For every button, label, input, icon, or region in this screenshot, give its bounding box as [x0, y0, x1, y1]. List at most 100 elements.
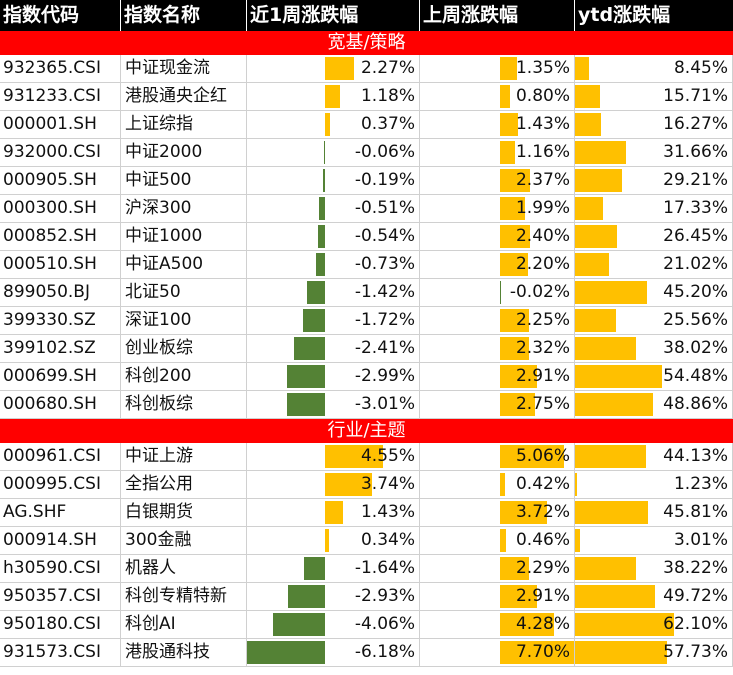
- week-change-cell: -0.19%: [247, 167, 420, 195]
- table-row[interactable]: 899050.BJ 北证50 -1.42% -0.02% 45.20%: [0, 279, 733, 307]
- data-bar: [500, 309, 529, 332]
- index-name-cell: 创业板综: [121, 335, 247, 363]
- section-title: 行业/主题: [0, 419, 733, 443]
- last-week-change-cell: 2.40%: [420, 223, 575, 251]
- ytd-change-cell: 26.45%: [575, 223, 733, 251]
- table-row[interactable]: 932000.CSI 中证2000 -0.06% 1.16% 31.66%: [0, 139, 733, 167]
- data-bar: [575, 529, 580, 552]
- ytd-change-cell: 8.45%: [575, 55, 733, 83]
- table-row[interactable]: 000905.SH 中证500 -0.19% 2.37% 29.21%: [0, 167, 733, 195]
- data-bar: [575, 141, 626, 164]
- ytd-change-cell: 48.86%: [575, 391, 733, 419]
- change-value: -0.02%: [509, 282, 570, 302]
- header-ytd-change[interactable]: ytd涨跌幅: [575, 0, 733, 31]
- change-value: 0.37%: [360, 114, 415, 134]
- last-week-change-cell: 3.72%: [420, 499, 575, 527]
- data-bar: [500, 445, 565, 468]
- week-change-cell: -2.41%: [247, 335, 420, 363]
- last-week-change-cell: 2.91%: [420, 583, 575, 611]
- change-value: 38.22%: [663, 558, 728, 578]
- table-row[interactable]: 931233.CSI 港股通央企红 1.18% 0.80% 15.71%: [0, 83, 733, 111]
- last-week-change-cell: 2.29%: [420, 555, 575, 583]
- change-value: -2.93%: [354, 586, 415, 606]
- change-value: -2.41%: [354, 338, 415, 358]
- table-row[interactable]: 000699.SH 科创200 -2.99% 2.91% 54.48%: [0, 363, 733, 391]
- index-code-cell: 950180.CSI: [0, 611, 121, 639]
- table-row[interactable]: 000001.SH 上证综指 0.37% 1.43% 16.27%: [0, 111, 733, 139]
- index-name-cell: 港股通央企红: [121, 83, 247, 111]
- table-row[interactable]: 000961.CSI 中证上游 4.55% 5.06% 44.13%: [0, 443, 733, 471]
- data-bar: [575, 337, 636, 360]
- index-name-cell: 科创AI: [121, 611, 247, 639]
- index-code-cell: 899050.BJ: [0, 279, 121, 307]
- change-value: 31.66%: [663, 142, 728, 162]
- data-bar: [500, 473, 506, 496]
- ytd-change-cell: 45.81%: [575, 499, 733, 527]
- data-bar: [575, 501, 649, 524]
- week-change-cell: -3.01%: [247, 391, 420, 419]
- change-value: 1.16%: [515, 142, 570, 162]
- index-code-cell: 000914.SH: [0, 527, 121, 555]
- change-value: 3.72%: [515, 502, 570, 522]
- data-bar: [575, 197, 603, 220]
- data-bar: [575, 113, 602, 136]
- header-code[interactable]: 指数代码: [0, 0, 121, 31]
- data-bar: [575, 365, 663, 388]
- data-bar: [325, 113, 330, 136]
- table-row[interactable]: 950180.CSI 科创AI -4.06% 4.28% 62.10%: [0, 611, 733, 639]
- table-row[interactable]: 931573.CSI 港股通科技 -6.18% 7.70% 57.73%: [0, 639, 733, 667]
- header-week-change[interactable]: 近1周涨跌幅: [247, 0, 420, 31]
- table-row[interactable]: 000510.SH 中证A500 -0.73% 2.20% 21.02%: [0, 251, 733, 279]
- header-last-week-change[interactable]: 上周涨跌幅: [420, 0, 575, 31]
- index-name-cell: 全指公用: [121, 471, 247, 499]
- index-name-cell: 中证A500: [121, 251, 247, 279]
- index-code-cell: 000852.SH: [0, 223, 121, 251]
- table-row[interactable]: 000914.SH 300金融 0.34% 0.46% 3.01%: [0, 527, 733, 555]
- change-value: -0.51%: [354, 198, 415, 218]
- index-name-cell: 北证50: [121, 279, 247, 307]
- table-row[interactable]: 000680.SH 科创板综 -3.01% 2.75% 48.86%: [0, 391, 733, 419]
- table-row[interactable]: 399102.SZ 创业板综 -2.41% 2.32% 38.02%: [0, 335, 733, 363]
- week-change-cell: -6.18%: [247, 639, 420, 667]
- last-week-change-cell: 1.99%: [420, 195, 575, 223]
- data-bar: [294, 337, 325, 360]
- table-row[interactable]: h30590.CSI 机器人 -1.64% 2.29% 38.22%: [0, 555, 733, 583]
- ytd-change-cell: 29.21%: [575, 167, 733, 195]
- week-change-cell: 0.37%: [247, 111, 420, 139]
- data-bar: [575, 85, 601, 108]
- header-name[interactable]: 指数名称: [121, 0, 247, 31]
- data-bar: [500, 585, 537, 608]
- data-bar: [500, 501, 548, 524]
- data-bar: [575, 473, 577, 496]
- table-row[interactable]: AG.SHF 白银期货 1.43% 3.72% 45.81%: [0, 499, 733, 527]
- data-bar: [325, 473, 373, 496]
- data-bar: [500, 365, 537, 388]
- table-row[interactable]: 000995.CSI 全指公用 3.74% 0.42% 1.23%: [0, 471, 733, 499]
- change-value: 4.28%: [515, 614, 570, 634]
- change-value: 17.33%: [663, 198, 728, 218]
- data-bar: [325, 445, 383, 468]
- data-bar: [325, 501, 344, 524]
- change-value: 2.75%: [515, 394, 570, 414]
- table-row[interactable]: 000300.SH 沪深300 -0.51% 1.99% 17.33%: [0, 195, 733, 223]
- index-name-cell: 沪深300: [121, 195, 247, 223]
- change-value: 0.80%: [515, 86, 570, 106]
- ytd-change-cell: 44.13%: [575, 443, 733, 471]
- last-week-change-cell: 2.75%: [420, 391, 575, 419]
- data-bar: [318, 225, 325, 248]
- table-row[interactable]: 399330.SZ 深证100 -1.72% 2.25% 25.56%: [0, 307, 733, 335]
- data-bar: [500, 557, 530, 580]
- change-value: 49.72%: [663, 586, 728, 606]
- data-bar: [500, 113, 519, 136]
- change-value: 1.18%: [360, 86, 415, 106]
- table-row[interactable]: 000852.SH 中证1000 -0.54% 2.40% 26.45%: [0, 223, 733, 251]
- last-week-change-cell: 7.70%: [420, 639, 575, 667]
- change-value: 7.70%: [515, 642, 570, 662]
- change-value: 2.20%: [515, 254, 570, 274]
- change-value: 3.01%: [673, 530, 728, 550]
- change-value: 2.91%: [515, 366, 570, 386]
- ytd-change-cell: 57.73%: [575, 639, 733, 667]
- table-row[interactable]: 950357.CSI 科创专精特新 -2.93% 2.91% 49.72%: [0, 583, 733, 611]
- table-row[interactable]: 932365.CSI 中证现金流 2.27% 1.35% 8.45%: [0, 55, 733, 83]
